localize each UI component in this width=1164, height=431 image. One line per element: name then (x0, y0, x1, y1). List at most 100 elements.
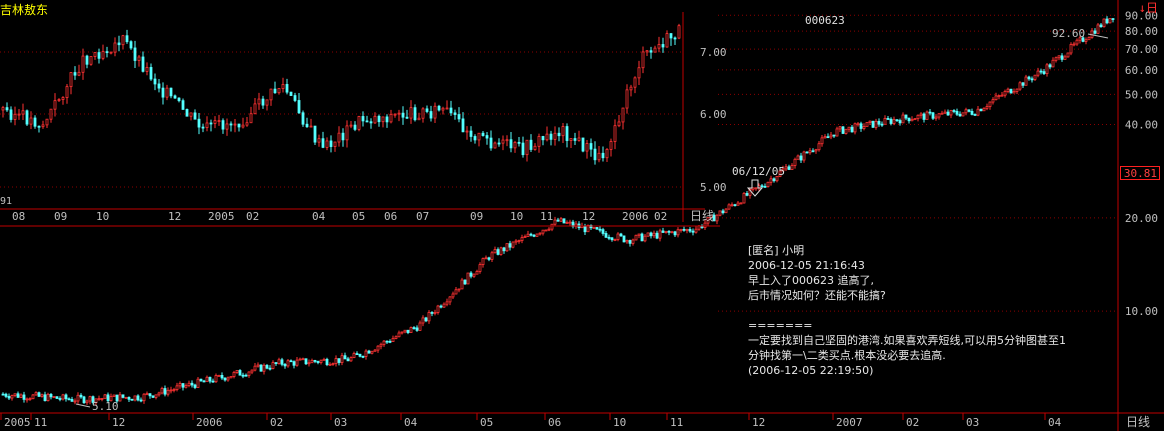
candle-body (706, 217, 710, 224)
inset-candle-body (573, 138, 577, 141)
candle-body (856, 123, 860, 126)
candle-body (763, 186, 767, 188)
inset-candle-body (449, 107, 453, 114)
inset-candle-body (469, 130, 473, 137)
candle-body (679, 228, 683, 231)
candle-body (1018, 82, 1022, 90)
candle-body (463, 279, 467, 285)
candle-body (640, 233, 644, 242)
candle-body (973, 114, 977, 116)
candle-body (964, 109, 968, 114)
inset-candle-body (153, 78, 157, 85)
candle-body (1063, 56, 1067, 60)
candle-body (499, 247, 503, 255)
inset-candle-body (141, 56, 145, 72)
comment-question-2: 后市情况如何？还能不能搞? (748, 289, 886, 302)
inset-candle-body (389, 113, 393, 123)
period-selector[interactable]: ↓日 (1138, 1, 1158, 15)
candle-body (916, 114, 920, 120)
inset-x-tick-label: 04 (312, 210, 326, 223)
candle-body (943, 111, 947, 114)
candle-body (784, 166, 788, 170)
y-tick-label: 80.00 (1125, 25, 1158, 38)
inset-candle-body (225, 123, 229, 130)
candle-body (610, 237, 614, 241)
x-tick-label: 06 (548, 416, 561, 429)
inset-candle-body (205, 122, 209, 128)
inset-candle-body (533, 145, 537, 150)
inset-candle-body (85, 55, 89, 65)
candle-body (664, 230, 668, 233)
candle-body (301, 358, 305, 361)
inset-candle-body (13, 113, 17, 120)
candle-body (736, 202, 740, 206)
x-tick-label: 03 (334, 416, 347, 429)
candle-body (919, 113, 923, 116)
candle-body (169, 389, 173, 392)
inset-x-tick-label: 06 (384, 210, 397, 223)
candle-body (472, 273, 476, 277)
candle-body (367, 350, 371, 354)
candle-body (604, 233, 608, 238)
candle-body (952, 110, 956, 112)
candle-body (1024, 76, 1028, 86)
candle-body (373, 349, 377, 352)
inset-candle-body (289, 91, 293, 96)
inset-candle-body (309, 125, 313, 128)
inset-candle-body (549, 133, 553, 140)
inset-candle-body (93, 52, 97, 57)
candle-body (550, 223, 554, 230)
inset-candle-body (357, 116, 361, 130)
inset-candle-body (321, 138, 325, 148)
inset-candle-body (637, 67, 641, 79)
inset-candle-body (649, 50, 653, 53)
candle-body (22, 394, 26, 400)
candle-body (880, 123, 884, 126)
candle-body (889, 118, 893, 124)
candle-body (226, 377, 230, 381)
candle-body (460, 279, 464, 290)
candle-body (1069, 44, 1073, 54)
inset-candle-body (481, 132, 485, 136)
inset-candle-body (149, 67, 153, 80)
candle-body (607, 236, 611, 239)
inset-candle-body (29, 117, 33, 125)
candle-body (913, 118, 917, 121)
inset-candle-body (173, 95, 177, 99)
candle-body (1012, 90, 1016, 94)
inset-candle-body (17, 113, 21, 116)
candle-body (103, 394, 107, 399)
inset-x-tick-label: 08 (12, 210, 25, 223)
candle-body (730, 204, 734, 207)
inset-x-tick-label: 10 (510, 210, 523, 223)
inset-candle-body (281, 84, 285, 89)
candle-body (370, 350, 374, 354)
inset-candle-body (581, 137, 585, 152)
inset-candle-body (673, 37, 677, 40)
inset-candle-body (393, 113, 397, 116)
inset-candle-body (525, 139, 529, 156)
inset-candle-body (605, 149, 609, 159)
candle-body (670, 231, 674, 234)
inset-candle-body (201, 126, 205, 129)
candle-body (613, 239, 617, 241)
comment-question-1: 早上入了000623 追高了, (748, 274, 874, 287)
candle-body (154, 394, 158, 398)
inset-left-value: 91 (0, 196, 12, 207)
candle-body (934, 116, 938, 119)
candle-body (220, 374, 224, 379)
period-label: 日线 (1126, 415, 1150, 429)
inset-candle-body (81, 55, 85, 73)
inset-candle-body (109, 51, 113, 54)
candle-body (937, 113, 941, 118)
candle-body (940, 112, 944, 115)
candle-body (190, 382, 194, 386)
candle-body (364, 350, 368, 357)
candle-body (898, 120, 902, 124)
inset-candle-body (53, 100, 57, 110)
candle-body (250, 369, 254, 373)
candle-body (280, 359, 284, 365)
candle-body (658, 230, 662, 239)
candle-body (886, 118, 890, 120)
inset-candle-body (629, 86, 633, 91)
